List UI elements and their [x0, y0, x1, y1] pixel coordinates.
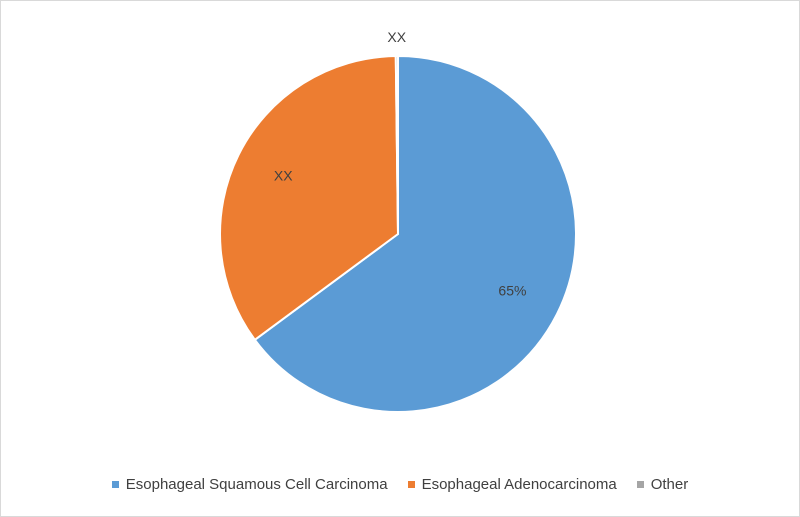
pie-slices: [219, 54, 577, 413]
pie-data-label-2: XX: [387, 29, 406, 45]
legend-item-2: Other: [636, 475, 689, 493]
pie-data-label-1: XX: [274, 168, 293, 184]
chart-legend: Esophageal Squamous Cell Carcinoma Esopha…: [0, 473, 800, 495]
pie-slice-0: [253, 54, 577, 413]
pie-data-label-0: 65%: [498, 282, 526, 298]
pie-slice-1: [219, 55, 400, 342]
legend-label-1: Esophageal Adenocarcinoma: [421, 475, 617, 493]
legend-label-0: Esophageal Squamous Cell Carcinoma: [125, 475, 388, 493]
legend-swatch-2: [636, 480, 644, 488]
pie-data-labels: 65% XX XX: [274, 29, 527, 299]
legend-item-1: Esophageal Adenocarcinoma: [407, 475, 617, 493]
legend-label-2: Other: [650, 475, 689, 493]
legend-item-0: Esophageal Squamous Cell Carcinoma: [111, 475, 388, 493]
pie-slice-2: [394, 54, 399, 235]
legend-swatch-0: [111, 480, 119, 488]
legend-swatch-1: [407, 480, 415, 488]
